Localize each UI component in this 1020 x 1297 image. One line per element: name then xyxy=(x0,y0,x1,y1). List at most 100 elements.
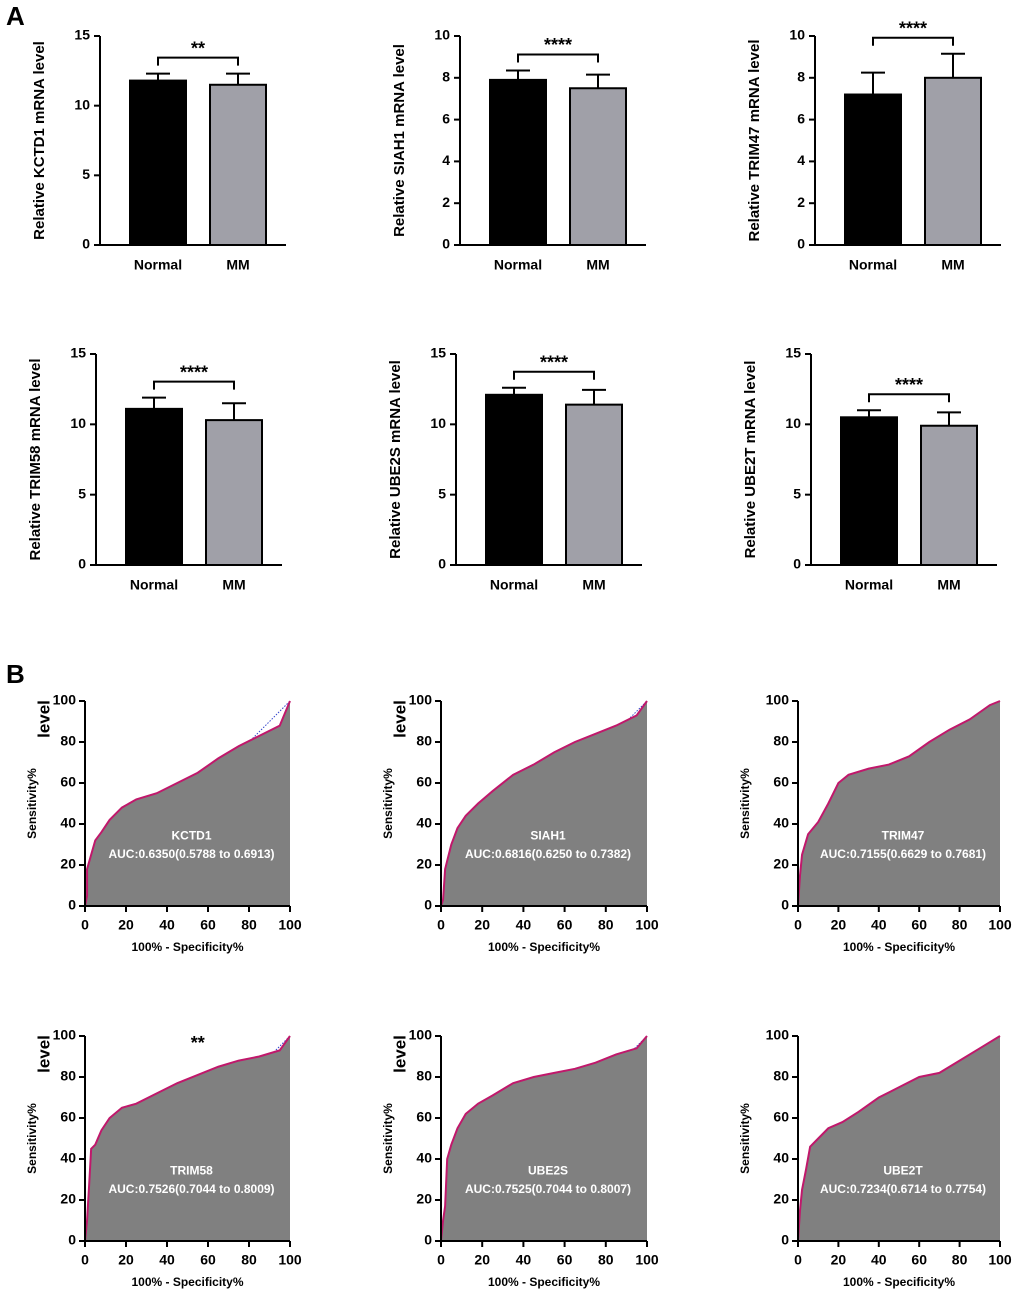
y-tick-label: 0 xyxy=(68,1232,76,1248)
y-tick-label: 0 xyxy=(424,897,432,913)
y-tick-label: 80 xyxy=(416,733,432,749)
x-tick-label: Normal xyxy=(494,257,542,273)
y-tick-label: 0 xyxy=(793,556,801,572)
x-tick-label: 20 xyxy=(118,1252,134,1268)
y-tick-label: 2 xyxy=(442,194,450,210)
auc-label: AUC:0.7526(0.7044 to 0.8009) xyxy=(108,1182,274,1196)
roc-curve xyxy=(84,1035,291,1242)
x-tick-label: 40 xyxy=(159,917,175,933)
y-tick-label: 0 xyxy=(781,1232,789,1248)
y-tick-label: 2 xyxy=(797,194,805,210)
roc-area xyxy=(85,701,290,906)
y-tick-label: 6 xyxy=(442,110,450,126)
x-tick-label: Normal xyxy=(849,257,897,273)
stray-label: level xyxy=(34,700,53,738)
y-tick-label: 15 xyxy=(70,345,86,361)
y-tick-label: 20 xyxy=(773,856,789,872)
x-tick-label: 20 xyxy=(831,917,847,933)
y-axis-label: Relative KCTD1 mRNA level xyxy=(31,41,48,240)
y-tick-label: 100 xyxy=(53,1027,77,1043)
y-tick-label: 100 xyxy=(53,692,77,708)
y-tick-label: 4 xyxy=(442,152,450,168)
x-axis-label: 100% - Specificity% xyxy=(843,940,955,954)
y-tick-label: 10 xyxy=(74,96,90,112)
y-tick-label: 60 xyxy=(416,774,432,790)
y-tick-label: 40 xyxy=(60,1150,76,1166)
x-tick-label: 40 xyxy=(871,1252,887,1268)
x-tick-label: 60 xyxy=(200,1252,216,1268)
y-tick-label: 40 xyxy=(773,1150,789,1166)
y-tick-label: 40 xyxy=(416,1150,432,1166)
x-tick-label: 20 xyxy=(831,1252,847,1268)
significance-bracket xyxy=(517,53,599,63)
y-tick-label: 5 xyxy=(78,485,86,501)
y-tick-label: 4 xyxy=(797,152,805,168)
x-tick-label: 40 xyxy=(159,1252,175,1268)
x-tick-label: 100 xyxy=(988,917,1012,933)
roc-gene-label: SIAH1 xyxy=(530,828,566,842)
x-tick-label: 0 xyxy=(437,1252,445,1268)
x-tick-label: 20 xyxy=(474,1252,490,1268)
y-axis-label: Relative TRIM47 mRNA level xyxy=(746,39,763,241)
y-tick-label: 40 xyxy=(773,815,789,831)
x-tick-label: 0 xyxy=(437,917,445,933)
y-tick-label: 80 xyxy=(60,733,76,749)
roc-curve xyxy=(440,1035,648,1242)
roc-gene-label: TRIM47 xyxy=(882,828,925,842)
x-tick-label: 40 xyxy=(516,917,532,933)
y-tick-label: 80 xyxy=(60,1068,76,1084)
x-tick-label: 20 xyxy=(474,917,490,933)
roc-gene-label: UBE2S xyxy=(528,1163,568,1177)
y-tick-label: 10 xyxy=(430,415,446,431)
roc-area xyxy=(441,701,647,906)
y-tick-label: 0 xyxy=(424,1232,432,1248)
x-axis-label: 100% - Specificity% xyxy=(843,1275,955,1289)
y-axis-label: Sensitivity% xyxy=(738,768,752,839)
y-axis-label: Relative SIAH1 mRNA level xyxy=(391,44,408,237)
significance-bracket xyxy=(513,370,595,380)
significance-bracket xyxy=(868,393,950,403)
y-tick-label: 20 xyxy=(60,1191,76,1207)
auc-label: AUC:0.6350(0.5788 to 0.6913) xyxy=(108,847,274,861)
roc-area xyxy=(798,1036,1000,1241)
roc-gene-label: UBE2T xyxy=(883,1163,923,1177)
significance-label: **** xyxy=(899,19,927,39)
x-axis-label: 100% - Specificity% xyxy=(488,940,600,954)
x-tick-label: 100 xyxy=(635,1252,659,1268)
roc-gene-label: KCTD1 xyxy=(171,828,211,842)
panel-label: A xyxy=(6,1,25,31)
y-tick-label: 60 xyxy=(60,774,76,790)
x-tick-label: 80 xyxy=(952,1252,968,1268)
x-tick-label: 0 xyxy=(81,1252,89,1268)
y-tick-label: 20 xyxy=(416,856,432,872)
roc-gene-label: TRIM58 xyxy=(170,1163,213,1177)
y-tick-label: 80 xyxy=(773,1068,789,1084)
y-tick-label: 5 xyxy=(793,485,801,501)
significance-label: **** xyxy=(540,353,568,373)
significance-label: ** xyxy=(191,38,205,58)
y-tick-label: 0 xyxy=(442,236,450,252)
bar xyxy=(485,393,543,566)
y-tick-label: 20 xyxy=(416,1191,432,1207)
auc-label: AUC:0.7234(0.6714 to 0.7754) xyxy=(820,1182,986,1196)
significance-label: **** xyxy=(544,35,572,55)
x-tick-label: 60 xyxy=(200,917,216,933)
x-tick-label: Normal xyxy=(845,577,893,593)
bar xyxy=(489,78,547,246)
y-tick-label: 10 xyxy=(789,27,805,43)
y-axis-label: Relative UBE2S mRNA level xyxy=(387,360,404,559)
x-axis-label: 100% - Specificity% xyxy=(488,1275,600,1289)
y-axis-label: Relative UBE2T mRNA level xyxy=(742,361,759,559)
roc-curve xyxy=(440,700,648,907)
significance-bracket xyxy=(157,56,239,66)
x-tick-label: 80 xyxy=(598,1252,614,1268)
significance-bracket xyxy=(153,380,235,390)
bar xyxy=(565,403,623,567)
y-axis-label: Sensitivity% xyxy=(25,768,39,839)
y-tick-label: 60 xyxy=(773,1109,789,1125)
y-tick-label: 10 xyxy=(434,27,450,43)
bar xyxy=(125,407,183,566)
y-axis-label: Relative TRIM58 mRNA level xyxy=(27,358,44,560)
auc-label: AUC:0.7525(0.7044 to 0.8007) xyxy=(465,1182,631,1196)
